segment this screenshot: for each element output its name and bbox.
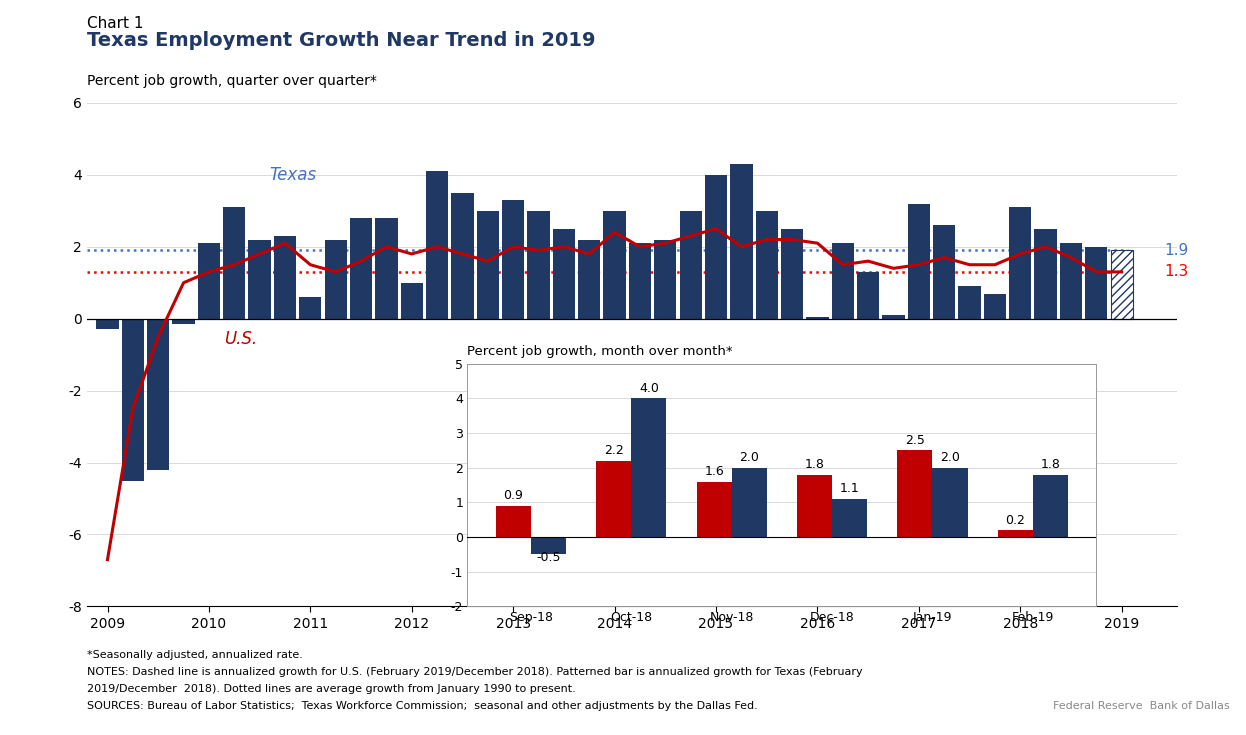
Text: Percent job growth, quarter over quarter*: Percent job growth, quarter over quarter… xyxy=(87,74,378,87)
Bar xyxy=(984,293,1006,319)
Bar xyxy=(1009,207,1032,319)
Text: Texas: Texas xyxy=(270,166,316,184)
Bar xyxy=(629,243,652,319)
Bar xyxy=(1110,251,1133,319)
Text: 2.5: 2.5 xyxy=(905,434,925,447)
Text: 4.0: 4.0 xyxy=(639,382,659,395)
Bar xyxy=(451,193,473,319)
Bar xyxy=(755,211,778,319)
Bar xyxy=(248,240,270,319)
Bar xyxy=(578,240,601,319)
Bar xyxy=(731,467,766,537)
Bar xyxy=(299,297,321,319)
Bar xyxy=(172,319,194,324)
Bar xyxy=(324,240,346,319)
Text: NOTES: Dashed line is annualized growth for U.S. (February 2019/December 2018). : NOTES: Dashed line is annualized growth … xyxy=(87,667,862,678)
Bar xyxy=(933,225,956,319)
Text: 1.8: 1.8 xyxy=(1040,458,1060,471)
Bar xyxy=(1033,475,1068,537)
Bar xyxy=(198,243,221,319)
Bar xyxy=(426,171,449,319)
Text: 2019/December  2018). Dotted lines are average growth from January 1990 to prese: 2019/December 2018). Dotted lines are av… xyxy=(87,684,576,695)
Bar xyxy=(857,272,880,319)
Text: 2.0: 2.0 xyxy=(739,451,759,465)
Bar xyxy=(496,506,531,537)
Bar xyxy=(705,175,728,319)
Text: SOURCES: Bureau of Labor Statistics;  Texas Workforce Commission;  seasonal and : SOURCES: Bureau of Labor Statistics; Tex… xyxy=(87,701,758,711)
Bar xyxy=(96,319,118,329)
Text: Texas Employment Growth Near Trend in 2019: Texas Employment Growth Near Trend in 20… xyxy=(87,31,596,50)
Bar xyxy=(730,164,753,319)
Bar xyxy=(797,475,832,537)
Bar xyxy=(1085,247,1108,319)
Bar xyxy=(907,204,930,319)
Bar xyxy=(401,283,422,319)
Text: *Seasonally adjusted, annualized rate.: *Seasonally adjusted, annualized rate. xyxy=(87,650,303,661)
Bar xyxy=(477,211,498,319)
Text: 2.0: 2.0 xyxy=(939,451,959,465)
Text: U.S.: U.S. xyxy=(224,330,257,348)
Bar xyxy=(831,243,854,319)
Bar xyxy=(350,218,373,319)
Text: 1.9: 1.9 xyxy=(1164,243,1189,258)
Text: 0.9: 0.9 xyxy=(503,490,523,503)
Text: 2.2: 2.2 xyxy=(604,445,624,457)
Text: Federal Reserve  Bank of Dallas: Federal Reserve Bank of Dallas xyxy=(1053,701,1230,711)
Bar xyxy=(527,211,549,319)
Text: Percent job growth, month over month*: Percent job growth, month over month* xyxy=(467,345,733,359)
Bar xyxy=(882,315,905,319)
Bar xyxy=(502,200,525,319)
Bar xyxy=(632,398,667,537)
Bar xyxy=(1034,229,1057,319)
Bar xyxy=(274,236,297,319)
Bar xyxy=(832,499,867,537)
Bar xyxy=(375,218,397,319)
Bar xyxy=(697,481,731,537)
Bar xyxy=(897,451,932,537)
Text: 1.3: 1.3 xyxy=(1164,265,1189,279)
Text: 0.2: 0.2 xyxy=(1006,514,1025,527)
Bar xyxy=(223,207,245,319)
Text: -0.5: -0.5 xyxy=(536,551,561,564)
Bar xyxy=(958,287,981,319)
Bar xyxy=(654,240,677,319)
Bar xyxy=(998,530,1033,537)
Bar xyxy=(781,229,804,319)
Bar xyxy=(603,211,625,319)
Bar xyxy=(531,537,566,554)
Text: 1.8: 1.8 xyxy=(805,458,825,471)
Bar xyxy=(1060,243,1082,319)
Bar xyxy=(596,461,632,537)
Text: 1.1: 1.1 xyxy=(840,482,860,495)
Bar xyxy=(553,229,576,319)
Bar xyxy=(932,467,968,537)
Bar xyxy=(147,319,169,470)
Text: Chart 1: Chart 1 xyxy=(87,16,143,31)
Bar xyxy=(806,317,829,319)
Bar xyxy=(122,319,145,481)
Text: 1.6: 1.6 xyxy=(704,465,724,478)
Bar xyxy=(679,211,701,319)
